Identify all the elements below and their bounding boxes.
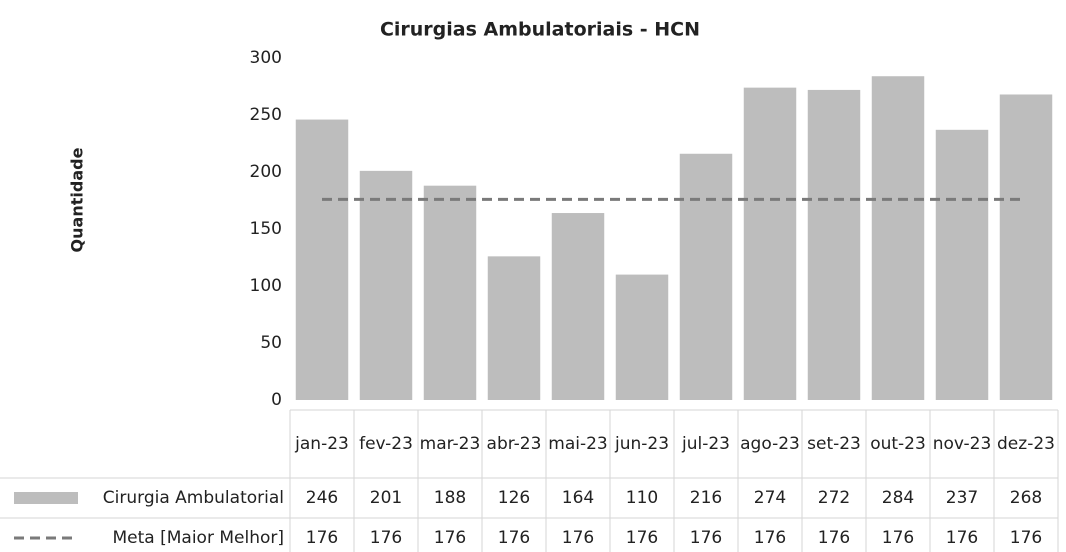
data-label: 176 [1010, 528, 1042, 548]
bar [423, 185, 477, 400]
x-tick-label: nov-23 [933, 434, 992, 454]
chart-title: Cirurgias Ambulatoriais - HCN [380, 19, 700, 41]
bar [871, 76, 925, 401]
data-label: 176 [946, 528, 978, 548]
legend-swatch [14, 492, 78, 504]
legend-label: Meta [Maior Melhor] [113, 528, 285, 548]
y-axis-label: Quantidade [68, 147, 87, 252]
x-tick-label: mai-23 [548, 434, 607, 454]
x-tick-label: jul-23 [681, 434, 730, 454]
x-tick-label: fev-23 [359, 434, 413, 454]
data-label: 176 [882, 528, 914, 548]
y-tick-label: 300 [250, 48, 282, 68]
data-label: 176 [626, 528, 658, 548]
bar [487, 256, 541, 400]
data-label: 164 [562, 488, 594, 508]
x-tick-label: jun-23 [614, 434, 669, 454]
x-tick-label: set-23 [807, 434, 861, 454]
data-label: 216 [690, 488, 722, 508]
bar [615, 274, 669, 400]
data-label: 176 [690, 528, 722, 548]
x-tick-label: ago-23 [740, 434, 800, 454]
data-label: 201 [370, 488, 402, 508]
data-label: 284 [882, 488, 914, 508]
y-tick-label: 0 [271, 390, 282, 410]
y-tick-label: 200 [250, 162, 282, 182]
x-tick-label: abr-23 [487, 434, 542, 454]
legend-label: Cirurgia Ambulatorial [103, 488, 284, 508]
bar [551, 213, 605, 400]
data-label: 237 [946, 488, 978, 508]
data-label: 176 [306, 528, 338, 548]
x-tick-label: out-23 [870, 434, 926, 454]
data-label: 176 [498, 528, 530, 548]
data-label: 188 [434, 488, 466, 508]
y-tick-label: 100 [250, 276, 282, 296]
bar [807, 89, 861, 401]
bar [359, 170, 413, 400]
data-label: 272 [818, 488, 850, 508]
y-tick-label: 250 [250, 105, 282, 125]
x-tick-label: mar-23 [420, 434, 481, 454]
y-tick-label: 150 [250, 219, 282, 239]
data-label: 110 [626, 488, 658, 508]
data-label: 176 [818, 528, 850, 548]
data-label: 246 [306, 488, 338, 508]
bar [295, 119, 349, 400]
bar [935, 129, 989, 400]
x-tick-label: jan-23 [294, 434, 349, 454]
data-label: 176 [434, 528, 466, 548]
x-tick-label: dez-23 [997, 434, 1055, 454]
y-tick-label: 50 [260, 333, 282, 353]
bar [679, 153, 733, 400]
data-label: 274 [754, 488, 786, 508]
data-label: 176 [370, 528, 402, 548]
data-label: 126 [498, 488, 530, 508]
data-label: 268 [1010, 488, 1042, 508]
data-label: 176 [562, 528, 594, 548]
data-label: 176 [754, 528, 786, 548]
bar [999, 94, 1053, 400]
bar [743, 87, 797, 400]
